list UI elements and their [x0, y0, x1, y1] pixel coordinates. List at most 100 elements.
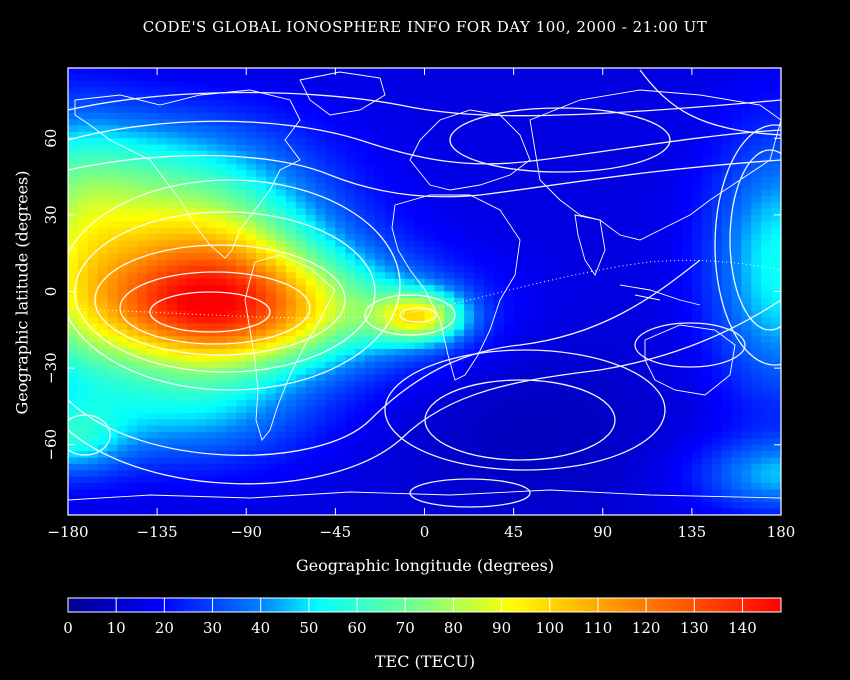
tec-cell [246, 489, 257, 497]
tec-cell [464, 246, 475, 254]
tec-cell [275, 119, 287, 127]
tec-cell [216, 342, 228, 350]
tec-cell [701, 240, 713, 248]
tec-cell [751, 336, 762, 344]
tec-cell [226, 476, 237, 484]
tec-cell [731, 470, 742, 478]
tec-cell [632, 323, 643, 331]
tec-cell [731, 259, 742, 267]
tec-cell [414, 451, 426, 459]
tec-cell [553, 68, 564, 75]
tec-cell [622, 323, 634, 331]
tec-cell [672, 406, 683, 414]
tec-cell [216, 221, 228, 229]
tec-cell [335, 355, 346, 363]
tec-cell [147, 438, 158, 446]
tec-cell [672, 361, 683, 369]
tec-cell [305, 195, 317, 203]
tec-cell [543, 368, 554, 376]
tec-cell [533, 253, 544, 261]
tec-cell [266, 400, 277, 408]
tec-cell [751, 214, 762, 222]
tec-cell [295, 368, 307, 376]
tec-cell [206, 463, 218, 471]
tec-cell [384, 495, 396, 503]
tec-cell [464, 214, 475, 222]
tec-cell [573, 431, 584, 439]
tec-cell [523, 214, 535, 222]
tec-cell [622, 348, 634, 356]
tec-cell [127, 508, 138, 515]
tec-cell [295, 151, 307, 158]
tec-cell [741, 355, 752, 363]
tec-cell [68, 87, 79, 95]
tec-cell [543, 208, 554, 216]
tec-cell [275, 387, 287, 395]
tec-cell [285, 176, 297, 184]
tec-cell [642, 182, 653, 190]
tec-cell [147, 297, 158, 305]
tec-cell [662, 202, 673, 210]
tec-cell [355, 163, 366, 171]
tec-cell [275, 195, 287, 203]
tec-cell [454, 412, 465, 420]
tec-cell [256, 361, 267, 369]
tec-cell [127, 278, 138, 286]
tec-cell [662, 419, 673, 427]
tec-cell [711, 489, 723, 497]
tec-cell [652, 291, 663, 299]
tec-cell [424, 234, 435, 242]
tec-cell [127, 431, 138, 439]
tec-cell [642, 202, 653, 210]
tec-cell [523, 227, 535, 235]
tec-cell [295, 272, 307, 280]
tec-cell [226, 80, 237, 88]
tec-cell [107, 329, 119, 337]
tec-cell [414, 182, 426, 190]
tec-cell [751, 138, 762, 146]
tec-cell [503, 348, 515, 356]
tec-cell [384, 278, 396, 286]
tec-cell [761, 74, 772, 82]
tec-cell [167, 457, 178, 465]
tec-cell [285, 112, 297, 120]
tec-cell [701, 502, 713, 510]
tec-cell [345, 297, 356, 305]
tec-cell [167, 393, 178, 401]
tec-cell [117, 87, 129, 95]
tec-cell [701, 93, 713, 101]
tec-cell [622, 419, 634, 427]
tec-cell [751, 93, 762, 101]
tec-cell [553, 163, 564, 171]
tec-cell [266, 348, 277, 356]
tec-cell [582, 208, 594, 216]
tec-cell [543, 470, 554, 478]
tec-cell [186, 508, 198, 515]
tec-cell [206, 151, 218, 158]
tec-cell [612, 170, 624, 178]
tec-cell [771, 495, 781, 503]
tec-cell [266, 265, 277, 273]
tec-cell [632, 304, 643, 312]
tec-cell [107, 80, 119, 88]
tec-cell [553, 291, 564, 299]
tec-cell [325, 265, 336, 273]
tec-cell [77, 285, 89, 293]
tec-cell [176, 202, 188, 210]
tec-cell [285, 240, 297, 248]
tec-cell [68, 99, 79, 107]
tec-cell [761, 502, 772, 510]
tec-cell [226, 374, 237, 382]
tec-cell [107, 208, 119, 216]
tec-cell [157, 74, 168, 82]
tec-cell [602, 272, 614, 280]
tec-cell [681, 227, 693, 235]
tec-cell [543, 329, 554, 337]
tec-cell [523, 265, 535, 273]
tec-cell [612, 438, 624, 446]
tec-cell [137, 297, 148, 305]
tec-cell [622, 68, 634, 75]
tec-cell [414, 240, 426, 248]
tec-cell [622, 87, 634, 95]
tec-cell [137, 342, 148, 350]
